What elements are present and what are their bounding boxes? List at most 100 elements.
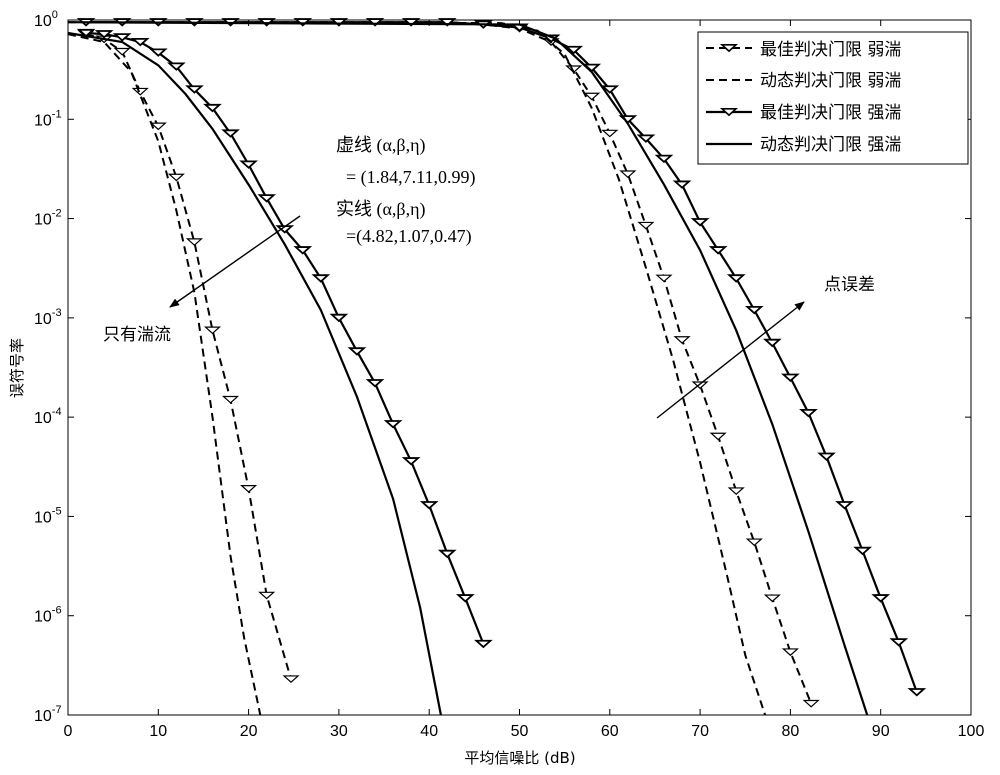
series-6-point-7: [329, 18, 349, 27]
x-tick-label-2: 20: [240, 723, 258, 740]
series-2-point-20: [437, 549, 457, 559]
series-6-point-18: [636, 134, 656, 143]
series-0-point-6: [185, 238, 203, 247]
series-6-point-33: [907, 688, 927, 697]
series-2-point-16: [365, 379, 385, 388]
series-2-point-8: [221, 129, 240, 138]
series-2-point-13: [311, 274, 331, 283]
series-2-point-22: [474, 639, 493, 649]
series-6-point-14: [564, 45, 584, 55]
series-4-point-21: [691, 381, 709, 390]
x-axis-title: 平均信噪比 (dB): [464, 749, 575, 767]
series-0-point-4: [149, 122, 167, 131]
series-2-point-10: [257, 194, 277, 203]
series-6-point-20: [672, 180, 692, 189]
series-6-point-23: [726, 274, 746, 283]
series-0-point-11: [282, 675, 300, 684]
legend-box: [697, 31, 969, 165]
dashed-params-label: 虚线 (α,β,η): [336, 135, 426, 156]
series-2-point-2: [112, 33, 132, 42]
series-6-point-21: [690, 218, 710, 227]
legend-entry-4: 动态判决门限 强湍: [760, 135, 901, 155]
turbulence-arrow: [169, 215, 301, 308]
x-tick-label-10: 100: [958, 723, 985, 740]
series-line-1: [67, 33, 262, 716]
series-4-point-17: [619, 170, 637, 179]
series-0-point-2: [113, 47, 131, 56]
legend-entry-1: 最佳判决门限 弱湍: [760, 40, 901, 60]
series-line-3: [67, 31, 442, 716]
pointing-error-label: 点误差: [824, 275, 875, 295]
y-tick-label-2: 10-2: [34, 208, 62, 229]
y-tick-label-5: 10-5: [34, 505, 62, 526]
legend-marker-3: [719, 108, 739, 117]
series-2-point-15: [347, 347, 367, 356]
x-tick-label-1: 10: [149, 723, 167, 740]
legend: 最佳判决门限 弱湍 动态判决门限 弱湍 最佳判决门限 强湍 动态判决门限 强湍: [697, 31, 969, 165]
series-2-point-0: [76, 28, 96, 38]
x-tick-label-0: 0: [64, 723, 73, 740]
series-0-point-5: [167, 173, 185, 182]
legend-entry-3: 最佳判决门限 强湍: [760, 103, 901, 123]
series-6-point-19: [654, 154, 674, 164]
series-2-point-17: [383, 420, 403, 429]
series-4-point-22: [709, 432, 727, 441]
series-6-point-32: [889, 638, 909, 647]
series-2-point-19: [419, 501, 439, 510]
series-4-point-19: [655, 274, 673, 283]
x-tick-label-7: 70: [691, 723, 709, 740]
series-6-point-9: [401, 18, 421, 27]
series-line-5: [67, 21, 767, 716]
series-2-point-14: [329, 313, 349, 323]
series-2-point-3: [130, 37, 150, 47]
series-4-point-16: [601, 129, 619, 138]
series-4-point-26: [781, 648, 799, 657]
series-6-point-31: [871, 594, 891, 603]
series-2-point-21: [455, 594, 475, 603]
series-0-point-7: [203, 326, 222, 335]
series-6-point-25: [762, 338, 782, 348]
series-2-point-6: [185, 85, 204, 94]
series-2-point-4: [148, 48, 168, 57]
series-0-point-3: [131, 87, 149, 96]
series-4-point-25: [763, 594, 781, 603]
series-6-point-26: [781, 373, 800, 382]
x-tick-label-8: 80: [782, 723, 800, 740]
x-tick-label-3: 30: [330, 723, 348, 740]
series-6-point-22: [708, 246, 728, 255]
series-layer: [67, 18, 927, 716]
series-4-point-24: [745, 538, 763, 547]
series-2-point-7: [203, 103, 222, 113]
series-6-point-16: [600, 85, 620, 94]
dashed-params-values: = (1.84,7.11,0.99): [346, 167, 475, 188]
series-2-point-5: [167, 62, 186, 71]
legend-marker-1: [719, 44, 739, 53]
series-2-point-18: [401, 457, 421, 466]
y-tick-label-3: 10-3: [34, 307, 62, 328]
series-2-point-1: [94, 30, 114, 39]
series-6-point-29: [835, 501, 854, 510]
series-6-point-10: [437, 18, 457, 27]
solid-params-label: 实线 (α,β,η): [336, 199, 426, 220]
series-4-point-20: [673, 336, 691, 344]
series-6-point-30: [853, 546, 872, 556]
series-6-point-8: [365, 18, 385, 27]
series-0-point-9: [240, 485, 258, 493]
series-6-point-6: [293, 18, 313, 27]
series-4-point-14: [565, 65, 583, 74]
x-tick-label-9: 90: [872, 723, 890, 740]
series-2-point-12: [293, 246, 313, 255]
solid-params-values: =(4.82,1.07,0.47): [346, 226, 472, 247]
y-tick-label-4: 10-4: [34, 406, 62, 427]
series-4-point-27: [802, 699, 820, 708]
series-0-point-10: [258, 591, 276, 600]
series-4-point-15: [583, 92, 601, 101]
y-tick-label-0: 100: [34, 9, 58, 30]
x-tick-label-4: 40: [420, 723, 438, 740]
series-line-7: [67, 21, 869, 716]
legend-samples: [706, 44, 752, 146]
series-2-point-9: [239, 160, 258, 169]
x-tick-label-5: 50: [511, 723, 529, 740]
series-line-6: [86, 21, 918, 693]
pointing-error-arrow: [656, 301, 805, 419]
